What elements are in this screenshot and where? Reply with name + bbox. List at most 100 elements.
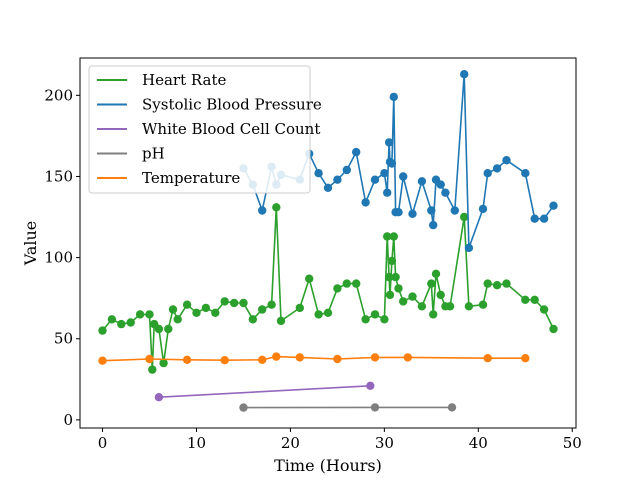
data-point xyxy=(126,318,135,327)
data-point xyxy=(314,169,323,178)
legend-label: Temperature xyxy=(142,169,240,187)
data-point xyxy=(333,175,342,184)
data-point xyxy=(408,292,417,301)
legend-item: pH xyxy=(97,145,165,163)
data-point xyxy=(220,297,229,306)
data-point xyxy=(182,355,192,364)
data-point xyxy=(272,203,281,212)
data-point xyxy=(323,308,333,317)
series-line xyxy=(102,355,526,362)
data-point xyxy=(267,300,276,309)
data-point xyxy=(154,393,164,402)
data-point xyxy=(436,290,445,300)
data-point xyxy=(384,138,394,147)
data-point xyxy=(295,353,304,362)
data-point xyxy=(182,300,192,309)
legend-label: White Blood Cell Count xyxy=(142,120,320,138)
data-point xyxy=(483,354,492,363)
data-point xyxy=(521,354,530,363)
plot-frame xyxy=(79,57,577,429)
legend-label: Systolic Blood Pressure xyxy=(142,96,322,114)
legend-item: White Blood Cell Count xyxy=(97,120,320,138)
data-point xyxy=(148,365,157,374)
data-point xyxy=(380,169,389,178)
data-point xyxy=(173,315,182,324)
data-point xyxy=(427,279,436,288)
data-point xyxy=(431,269,441,278)
data-point xyxy=(352,147,361,157)
data-point xyxy=(417,302,427,311)
data-point xyxy=(492,164,502,173)
data-point xyxy=(403,353,412,362)
data-point xyxy=(478,204,488,214)
data-point xyxy=(483,279,492,288)
data-point xyxy=(117,319,126,329)
data-point xyxy=(276,316,286,326)
data-point xyxy=(539,214,549,223)
y-tick-label: 200 xyxy=(44,86,73,104)
data-point xyxy=(429,310,438,319)
y-axis-label: Value xyxy=(21,221,40,267)
data-point xyxy=(521,169,530,178)
data-point xyxy=(107,315,117,324)
data-point xyxy=(492,281,502,290)
series-line xyxy=(158,385,371,398)
data-point xyxy=(145,310,154,319)
x-tick-label: 50 xyxy=(563,434,582,452)
data-point xyxy=(323,183,333,192)
x-tick-label: 0 xyxy=(98,434,108,452)
legend-frame xyxy=(88,65,311,194)
x-tick-label: 30 xyxy=(375,434,394,452)
data-point xyxy=(98,326,107,335)
data-point xyxy=(408,209,417,218)
x-tick-label: 40 xyxy=(469,434,488,452)
data-point xyxy=(387,159,397,168)
x-tick-label: 20 xyxy=(281,434,300,452)
series-4 xyxy=(98,352,530,365)
data-point xyxy=(159,358,168,368)
data-point xyxy=(394,284,403,293)
data-point xyxy=(530,295,539,304)
data-point xyxy=(361,315,370,324)
data-point xyxy=(460,212,469,222)
data-point xyxy=(383,188,392,197)
data-point xyxy=(229,298,239,308)
data-point xyxy=(168,305,178,314)
data-point xyxy=(394,208,403,217)
x-tick-label: 10 xyxy=(187,434,206,452)
data-point xyxy=(502,279,511,288)
data-point xyxy=(258,305,267,314)
data-point xyxy=(445,302,455,311)
data-point xyxy=(333,354,342,364)
data-point xyxy=(385,290,395,300)
data-point xyxy=(258,355,267,364)
data-point xyxy=(464,302,474,311)
y-tick-label: 100 xyxy=(44,249,73,267)
data-point xyxy=(248,315,257,324)
data-point xyxy=(436,180,445,189)
data-point xyxy=(447,403,457,412)
series-layer xyxy=(98,70,558,412)
data-point xyxy=(154,324,164,334)
y-tick-label: 150 xyxy=(44,167,73,185)
data-point xyxy=(370,175,380,184)
data-point xyxy=(530,214,539,223)
data-point xyxy=(478,300,488,309)
data-point xyxy=(539,305,549,314)
data-point xyxy=(389,232,398,241)
data-point xyxy=(201,303,211,313)
data-point xyxy=(258,206,267,215)
data-point xyxy=(370,310,380,319)
data-point xyxy=(383,232,392,241)
data-point xyxy=(427,206,436,215)
data-point xyxy=(192,308,201,317)
data-point xyxy=(305,274,314,283)
legend-item: Temperature xyxy=(97,169,240,187)
data-point xyxy=(417,177,427,186)
data-point xyxy=(441,188,450,197)
legend: Heart Rate Systolic Blood Pressure White B… xyxy=(88,65,322,194)
data-point xyxy=(272,352,281,361)
y-tick-label: 50 xyxy=(54,330,73,348)
x-axis-label: Time (Hours) xyxy=(274,456,382,475)
